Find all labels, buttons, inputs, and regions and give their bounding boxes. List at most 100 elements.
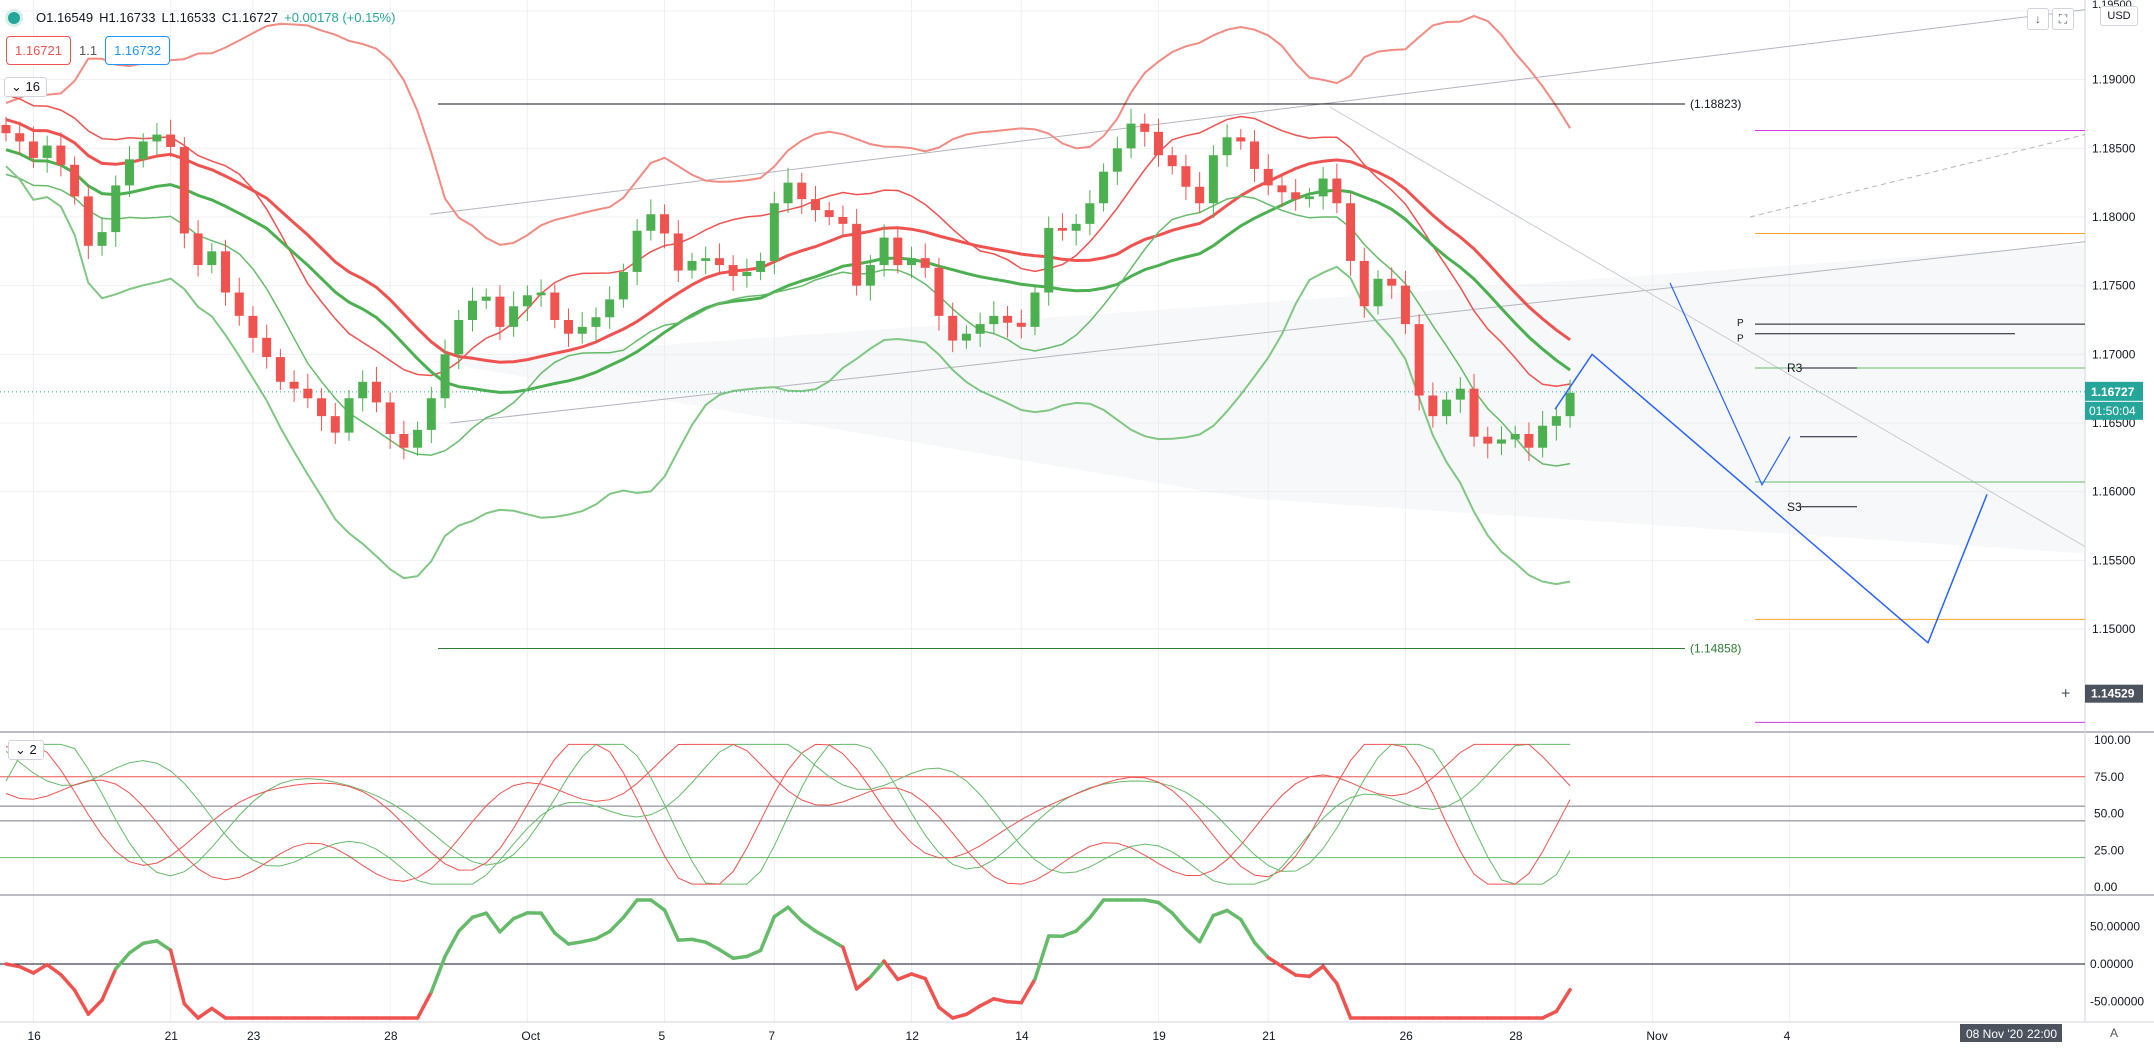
- chart-grid: [0, 0, 2154, 1023]
- momentum-segment: [553, 931, 571, 946]
- momentum-segment: [621, 898, 639, 920]
- stoch-k-fast: [5, 743, 1571, 885]
- r3-label: R3: [1787, 361, 1803, 375]
- ohlc-open: O1.16549: [36, 10, 94, 25]
- candle-down: [495, 296, 505, 327]
- candle-up: [577, 326, 587, 334]
- momentum-segment: [539, 911, 557, 935]
- crosshair-date-tag: [1960, 1024, 2062, 1042]
- crosshair-time-label: 22:00: [2027, 1027, 2057, 1041]
- momentum-segment: [1088, 898, 1106, 920]
- studies-toggle[interactable]: ⌄ 16: [4, 77, 47, 97]
- time-axis[interactable]: 16 21 23 28 Oct 5 7 12 14 19 21 26 28 Nov 4 08 Nov '20 2…: [27, 1024, 2062, 1043]
- momentum-segment: [31, 962, 49, 975]
- fullscreen-button[interactable]: ⛶: [2052, 8, 2074, 30]
- candle-down: [852, 223, 862, 286]
- scroll-to-realtime-button[interactable]: ↓: [2027, 8, 2049, 30]
- momentum-segment: [566, 940, 584, 946]
- momentum-pane: [0, 898, 2085, 1020]
- buy-button[interactable]: 1.16732: [105, 36, 171, 65]
- channel-upper-line: [429, 9, 2086, 215]
- candle-down: [166, 134, 176, 147]
- momentum-segment: [649, 898, 667, 912]
- momentum-segment: [1252, 940, 1270, 960]
- candle-up: [742, 271, 752, 277]
- crosshair-price-label: 1.14529: [2091, 687, 2135, 701]
- momentum-segment: [909, 972, 927, 981]
- momentum-segment: [1074, 915, 1092, 933]
- candle-up: [509, 306, 519, 327]
- candle-up: [1510, 433, 1520, 440]
- momentum-segment: [17, 964, 36, 975]
- momentum-segment: [827, 937, 845, 949]
- momentum-segment: [594, 929, 612, 941]
- candle-down: [797, 182, 807, 200]
- time-tick-label: 28: [384, 1029, 398, 1043]
- candle-down: [1469, 388, 1479, 437]
- auto-scale-button[interactable]: A: [2110, 1026, 2119, 1040]
- candle-down: [1236, 137, 1246, 142]
- momentum-segment: [662, 908, 681, 942]
- stoch-tick-label: 75.00: [2094, 770, 2124, 784]
- candle-down: [234, 292, 244, 316]
- candle-up: [961, 333, 971, 341]
- candle-down: [303, 388, 313, 399]
- momentum-segment: [210, 1006, 228, 1020]
- candle-up: [1538, 425, 1548, 448]
- channel-lower-line: [449, 241, 2086, 424]
- candle-down: [371, 381, 381, 403]
- candle-up: [481, 296, 491, 301]
- candle-down: [948, 315, 958, 341]
- candle-up: [467, 300, 477, 320]
- candle-up: [756, 260, 766, 272]
- momentum-segment: [443, 929, 461, 959]
- candle-down: [1291, 192, 1301, 200]
- chevron-down-icon: ⌄: [15, 742, 26, 757]
- momentum-segment: [114, 951, 132, 971]
- momentum-segment: [511, 911, 530, 921]
- crosshair-date-label: 08 Nov '20: [1966, 1027, 2023, 1041]
- momentum-segment: [429, 954, 447, 994]
- time-tick-label: 26: [1399, 1029, 1413, 1043]
- studies-count: 16: [25, 79, 40, 94]
- momentum-segment: [498, 916, 516, 934]
- candle-up: [1126, 123, 1136, 149]
- price-axis[interactable]: 1.190001.185001.180001.175001.170001.165…: [2061, 0, 2144, 1009]
- p-label-2: P: [1737, 334, 1744, 345]
- time-tick-label: 12: [906, 1029, 920, 1043]
- momentum-segment: [1554, 987, 1572, 1014]
- candle-down: [1332, 178, 1342, 204]
- candle-up: [1071, 223, 1081, 231]
- momentum-segment: [580, 937, 598, 944]
- chevron-down-icon: ⌄: [11, 79, 22, 94]
- candle-down: [920, 258, 930, 268]
- momentum-segment: [758, 914, 777, 953]
- candle-up: [536, 292, 546, 296]
- candle-down: [317, 398, 327, 417]
- momentum-segment: [813, 929, 831, 941]
- candle-down: [728, 265, 738, 277]
- ohlc-change: +0.00178 (+0.15%): [284, 10, 396, 25]
- price-tick-label: 1.17500: [2092, 279, 2136, 293]
- momentum-segment: [86, 998, 104, 1016]
- momentum-segment: [415, 990, 434, 1020]
- currency-label[interactable]: USD: [2100, 6, 2138, 26]
- candle-up: [1112, 148, 1122, 172]
- candle-down: [1483, 436, 1493, 444]
- momentum-segment: [45, 962, 63, 977]
- sell-button[interactable]: 1.16721: [6, 36, 71, 65]
- oscillator-toggle[interactable]: ⌄ 2: [8, 740, 44, 760]
- candle-up: [413, 429, 423, 448]
- maximize-icon: ⛶: [2058, 12, 2068, 26]
- candle-up: [701, 258, 711, 261]
- stoch-tick-label: 50.00: [2094, 807, 2124, 821]
- momentum-segment: [484, 911, 502, 934]
- momentum-segment: [607, 915, 626, 934]
- candle-up: [1318, 178, 1328, 197]
- candle-up: [591, 317, 601, 327]
- candle-down: [330, 416, 340, 433]
- candle-down: [660, 214, 670, 234]
- momentum-segment: [950, 1012, 969, 1020]
- momentum-segment: [937, 1005, 955, 1020]
